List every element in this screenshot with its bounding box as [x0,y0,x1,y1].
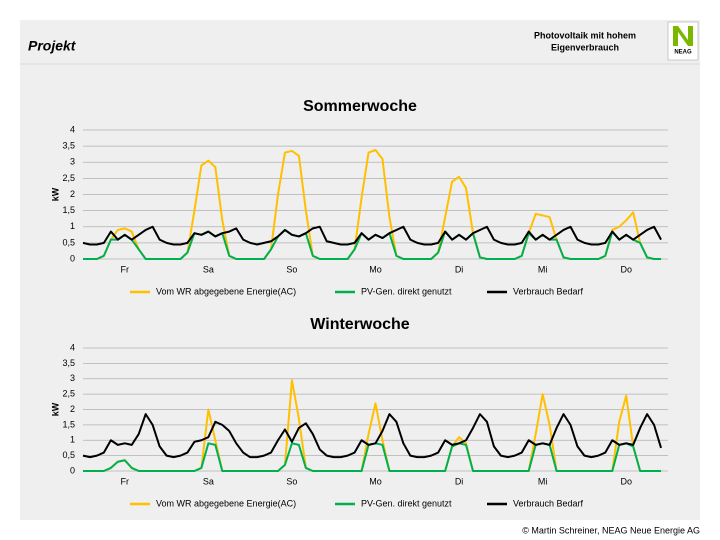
y-tick-label: 3,5 [62,358,75,368]
y-tick-label: 1 [70,221,75,231]
x-tick-label: Mo [369,264,382,274]
y-tick-label: 0 [70,465,75,475]
legend-label: Vom WR abgegebene Energie(AC) [156,286,296,296]
legend-label: Vom WR abgegebene Energie(AC) [156,498,296,508]
legend-label: Verbrauch Bedarf [513,286,584,296]
x-tick-label: Sa [203,264,214,274]
logo-mark [673,26,693,46]
y-tick-label: 2 [70,189,75,199]
y-tick-label: 1,5 [62,419,75,429]
x-tick-label: Di [455,264,464,274]
chart-title: Sommerwoche [303,98,417,115]
y-axis-label: kW [50,187,60,201]
x-tick-label: Sa [203,476,214,486]
header-title: Projekt [28,38,77,54]
x-tick-label: Mo [369,476,382,486]
legend-label: PV-Gen. direkt genutzt [361,498,452,508]
data-line [82,225,662,246]
x-tick-label: Fr [121,476,130,486]
x-tick-label: Mi [538,264,548,274]
y-tick-label: 4 [70,342,75,352]
data-line [82,413,662,459]
y-tick-label: 0,5 [62,237,75,247]
y-tick-label: 2,5 [62,389,75,399]
x-tick-label: Fr [121,264,130,274]
y-tick-label: 4 [70,124,75,134]
y-tick-label: 3,5 [62,141,75,151]
y-tick-label: 0 [70,253,75,263]
x-tick-label: So [286,476,297,486]
chart-title: Winterwoche [310,316,410,333]
header-subtitle: Eigenverbrauch [551,42,619,52]
x-tick-label: Mi [538,476,548,486]
y-tick-label: 0,5 [62,450,75,460]
header-subtitle: Photovoltaik mit hohem [534,30,636,40]
footer: © Martin Schreiner, NEAG Neue Energie AG [522,525,700,535]
legend-label: PV-Gen. direkt genutzt [361,286,452,296]
y-tick-label: 2 [70,404,75,414]
y-tick-label: 2,5 [62,173,75,183]
y-tick-label: 3 [70,373,75,383]
x-tick-label: So [286,264,297,274]
y-axis-label: kW [50,402,60,416]
x-tick-label: Di [455,476,464,486]
x-tick-label: Do [620,476,632,486]
slide-background [20,20,700,520]
y-tick-label: 1 [70,435,75,445]
logo-text: NEAG [674,50,692,56]
x-tick-label: Do [620,264,632,274]
legend-label: Verbrauch Bedarf [513,498,584,508]
y-tick-label: 3 [70,157,75,167]
y-tick-label: 1,5 [62,205,75,215]
